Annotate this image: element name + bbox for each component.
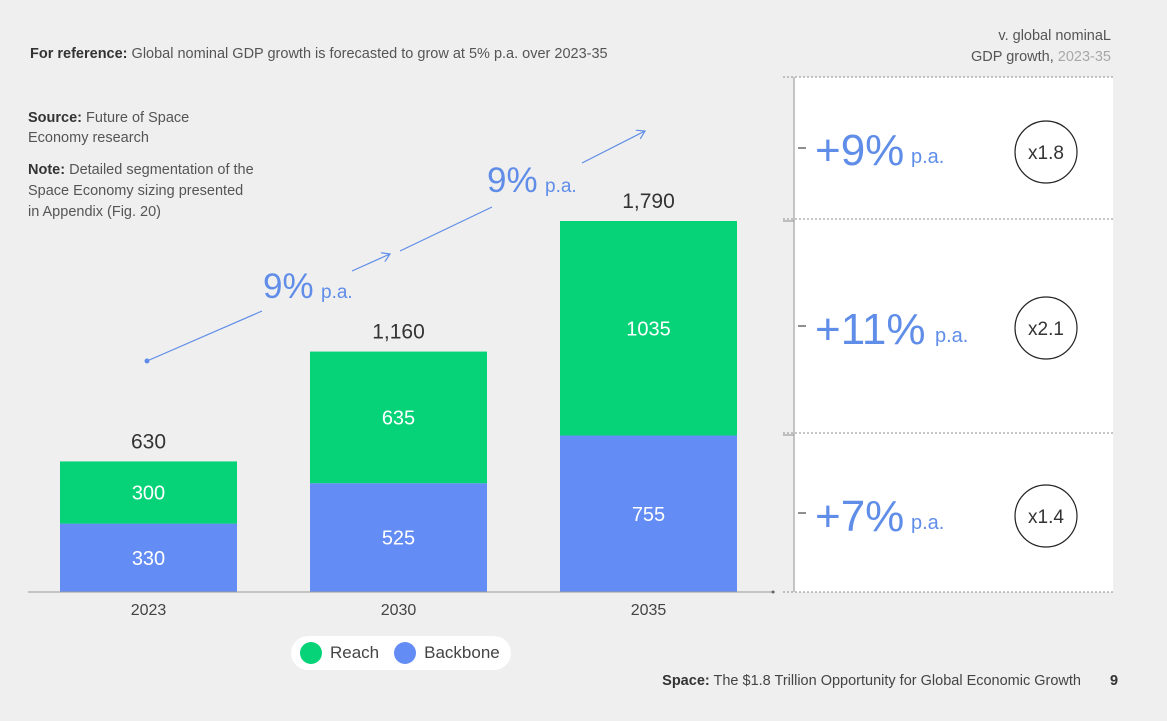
growth-arrow-2-tail [399, 206, 493, 252]
comparison-header-years: 2023-35 [1057, 49, 1111, 65]
source-note: Source: Future of Space Economy research [28, 108, 248, 148]
bar-reach-2030 [310, 351, 487, 484]
bar-label-reach-2030: 635 [382, 407, 415, 429]
legend-item-reach: Reach [300, 642, 385, 664]
footer-title: Space: The $1.8 Trillion Opportunity for… [662, 673, 1081, 689]
backbone-multiple-circle [1014, 484, 1078, 548]
legend-swatch-backbone [394, 642, 417, 664]
bar-total-2035: 1,790 [622, 190, 675, 213]
segmentation-note: Note: Detailed segmentation of the Space… [28, 160, 258, 223]
comparison-header-line2: GDP growth, 2023-35 [971, 47, 1111, 68]
legend-item-backbone: Backbone [394, 642, 506, 664]
reference-label: For reference: [30, 46, 128, 62]
comparison-header-line1: v. global nominaL [998, 28, 1111, 44]
growth-arrow-1-value: 9% [263, 267, 314, 306]
x-tick-2023: 2023 [131, 602, 167, 619]
source-label: Source: [28, 110, 82, 126]
total-growth-unit: p.a. [911, 146, 944, 168]
reach-growth-unit: p.a. [935, 325, 968, 347]
bar-total-2023: 630 [131, 430, 166, 453]
bar-label-reach-2023: 300 [132, 483, 165, 505]
footer-label: Space: [662, 673, 710, 689]
comparison-header-gdp: GDP growth, [971, 49, 1054, 65]
backbone-growth-unit: p.a. [911, 512, 944, 534]
reference-text: Global nominal GDP growth is forecasted … [131, 46, 608, 62]
bar-label-backbone-2023: 330 [132, 548, 165, 570]
reach-growth-rate: +11% [815, 305, 926, 354]
growth-arrow-1-head [351, 254, 390, 272]
footer-text: The $1.8 Trillion Opportunity for Global… [713, 673, 1082, 689]
bar-backbone-2023 [60, 523, 237, 592]
x-tick-2035: 2035 [631, 602, 667, 619]
legend-label-reach: Reach [330, 643, 380, 662]
chart-legend: Reach Backbone [291, 636, 511, 670]
bar-backbone-2035 [560, 435, 737, 592]
growth-arrow-2-unit: p.a. [545, 176, 577, 197]
bar-reach-2035 [560, 221, 737, 436]
backbone-multiple: x1.4 [1028, 507, 1064, 528]
reach-multiple: x2.1 [1028, 319, 1064, 340]
source-text: Future of Space Economy research [28, 110, 190, 146]
growth-arrow-2-value: 9% [487, 161, 538, 200]
labels-layer: 330 300 630 2023 525 635 1,160 2030 755 1035 1,790… [131, 190, 675, 619]
bar-reach-2023 [60, 461, 237, 524]
legend-swatch-reach [300, 642, 322, 664]
comparison-header: v. global nominaL GDP growth, 2023-35 [971, 26, 1111, 68]
bar-backbone-2030 [310, 483, 487, 592]
bar-total-2030: 1,160 [372, 321, 425, 344]
growth-arrow-2-head [581, 131, 645, 164]
total-growth-rate: +9% [815, 126, 904, 175]
legend-label-backbone: Backbone [424, 643, 500, 662]
total-multiple: x1.8 [1028, 143, 1064, 164]
bar-label-backbone-2030: 525 [382, 528, 415, 550]
x-axis-end-dot [771, 590, 775, 594]
bar-label-backbone-2035: 755 [632, 504, 665, 526]
growth-arrow-1-tail [146, 310, 263, 362]
note-text: Detailed segmentation of the Space Econo… [28, 162, 254, 220]
page-number: 9 [1110, 673, 1119, 689]
bar-label-reach-2035: 1035 [626, 318, 671, 340]
bars-layer [60, 221, 737, 592]
reference-note: For reference: Global nominal GDP growth… [30, 46, 608, 62]
x-tick-2030: 2030 [381, 602, 417, 619]
reach-multiple-circle [1014, 296, 1078, 360]
backbone-growth-rate: +7% [815, 492, 904, 541]
note-label: Note: [28, 162, 66, 178]
growth-arrow-1-unit: p.a. [321, 282, 353, 303]
total-multiple-circle [1014, 120, 1078, 184]
